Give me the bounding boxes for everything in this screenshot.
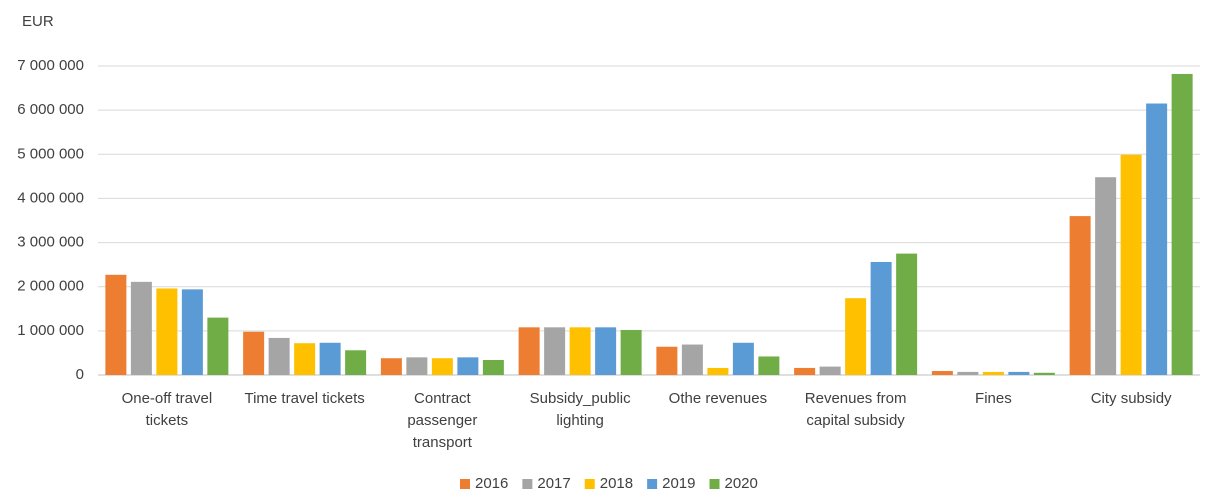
bar	[181, 289, 203, 375]
bar	[681, 344, 703, 375]
bar	[732, 342, 754, 375]
bar	[518, 327, 540, 375]
bar	[345, 350, 367, 375]
legend-label: 2019	[662, 475, 695, 492]
bar	[1069, 216, 1091, 375]
bar	[380, 358, 402, 375]
bar	[544, 327, 566, 375]
bar	[620, 329, 642, 375]
bar	[406, 357, 428, 375]
bar	[1008, 371, 1030, 375]
bar	[207, 317, 229, 375]
bar	[870, 261, 892, 375]
bar	[982, 371, 1004, 375]
bar	[656, 346, 678, 375]
bar	[457, 357, 479, 375]
bar	[482, 359, 504, 375]
y-tick-label: 4 000 000	[17, 189, 84, 206]
bar	[268, 337, 290, 375]
bar	[845, 298, 867, 375]
bar	[1033, 372, 1055, 375]
y-tick-label: 5 000 000	[17, 145, 84, 162]
x-tick-label: One-off travel tickets	[121, 390, 213, 429]
y-tick-label: 0	[76, 366, 84, 383]
bar	[758, 356, 780, 375]
y-tick-label: 6 000 000	[17, 101, 84, 118]
bar	[319, 342, 341, 375]
x-tick-label: Othe revenues	[668, 390, 768, 407]
bar	[569, 327, 591, 375]
bar	[931, 371, 953, 375]
bar	[794, 367, 816, 375]
legend-swatch	[709, 479, 720, 489]
y-axis-title: EUR	[22, 13, 54, 30]
y-tick-label: 2 000 000	[17, 278, 84, 295]
bar	[896, 253, 918, 375]
legend-swatch	[647, 479, 658, 489]
bar	[105, 274, 127, 375]
bar	[1095, 177, 1117, 375]
bar	[156, 288, 178, 375]
legend-label: 2020	[725, 475, 758, 492]
x-tick-label: Revenues from capital subsidy	[804, 390, 907, 429]
legend-swatch	[460, 479, 470, 489]
y-tick-label: 1 000 000	[17, 322, 84, 339]
bar	[707, 367, 729, 375]
bar	[1120, 154, 1142, 375]
y-tick-label: 3 000 000	[17, 234, 84, 251]
bar	[1171, 73, 1193, 376]
x-tick-label: Time travel tickets	[244, 390, 365, 407]
bar	[294, 343, 316, 375]
bar	[431, 358, 453, 375]
x-tick-label: Subsidy_public lighting	[529, 390, 631, 429]
legend-label: 2018	[600, 475, 633, 492]
bar	[957, 371, 979, 375]
x-tick-label: Fines	[975, 390, 1012, 407]
bar	[595, 327, 617, 375]
x-tick-label: Contract passenger transport	[407, 390, 478, 451]
x-tick-label: City subsidy	[1090, 390, 1172, 407]
legend-swatch	[584, 479, 595, 489]
y-tick-label: 7 000 000	[17, 57, 84, 74]
bar	[819, 366, 841, 375]
bar	[243, 331, 265, 375]
legend-swatch	[522, 479, 533, 489]
bar	[130, 281, 152, 375]
legend-label: 2016	[475, 475, 508, 492]
bar	[1146, 103, 1168, 376]
legend-label: 2017	[537, 475, 570, 492]
